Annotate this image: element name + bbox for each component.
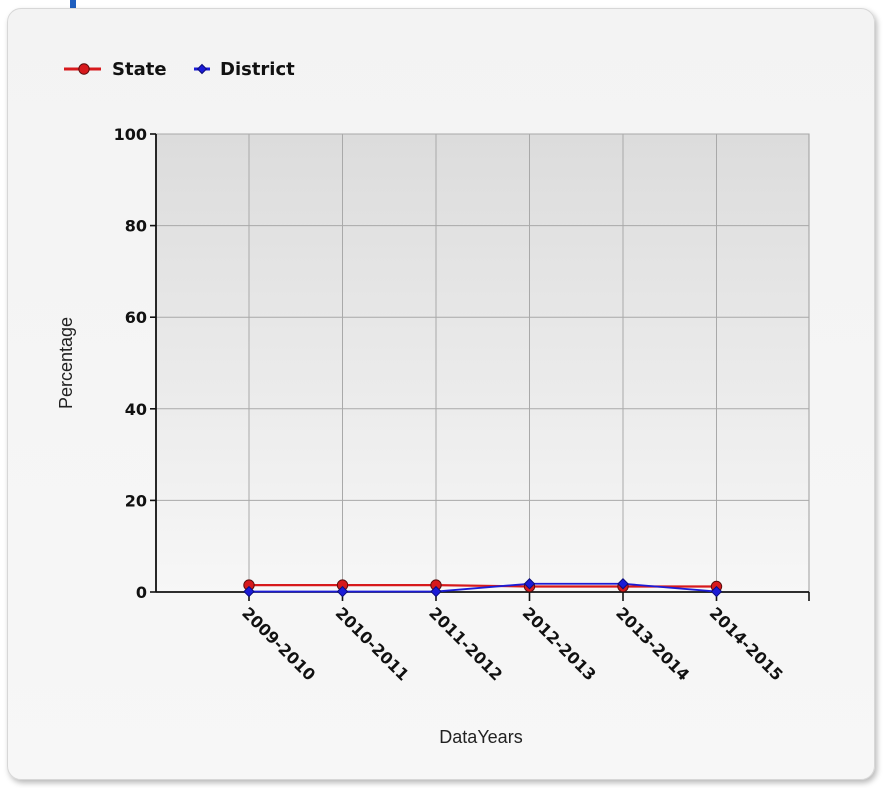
series-lines [247, 582, 718, 593]
y-axis-label: Percentage [56, 317, 76, 409]
x-tick-label: 2013-2014 [612, 603, 693, 684]
y-tick-label: 80 [125, 217, 147, 236]
district-data-point [430, 585, 442, 598]
x-tick-label: 2012-2013 [519, 603, 600, 684]
y-axis-ticks: 0 20 40 60 80 100 [114, 125, 156, 602]
chart-panel: 0 20 40 60 80 100 2009-2010 2010-2011 2011-2012… [7, 8, 875, 780]
district-data-point [710, 585, 723, 598]
plot-background [155, 133, 810, 593]
gridlines [156, 133, 809, 592]
district-legend-label: District [220, 59, 295, 80]
x-tick-label: 2011-2012 [425, 603, 506, 684]
y-tick-label: 0 [136, 583, 147, 602]
state-legend-label: State [112, 59, 167, 80]
x-tick-label: 2009-2010 [238, 603, 319, 684]
district-data-point [243, 585, 255, 598]
x-tick-label: 2014-2015 [706, 603, 787, 684]
district-legend-marker [196, 63, 208, 75]
y-tick-label: 60 [125, 308, 147, 327]
series-markers [243, 578, 723, 598]
x-axis-ticks: 2009-2010 2010-2011 2011-2012 2012-2013 2013… [238, 592, 810, 685]
state-series-line [247, 584, 718, 588]
district-data-point [336, 585, 349, 598]
legend: State District [64, 59, 295, 80]
y-tick-label: 20 [125, 491, 147, 510]
district-series-line [248, 582, 718, 593]
y-tick-label: 40 [125, 400, 147, 419]
district-data-point [617, 578, 629, 590]
x-axis-label: DataYears [439, 727, 522, 747]
state-legend-marker [78, 63, 90, 75]
header-accent-bar [70, 0, 76, 8]
y-tick-label: 100 [114, 125, 147, 144]
line-chart: 0 20 40 60 80 100 2009-2010 2010-2011 2011-2012… [56, 59, 810, 747]
district-data-point [523, 578, 536, 590]
x-tick-label: 2010-2011 [332, 603, 413, 684]
